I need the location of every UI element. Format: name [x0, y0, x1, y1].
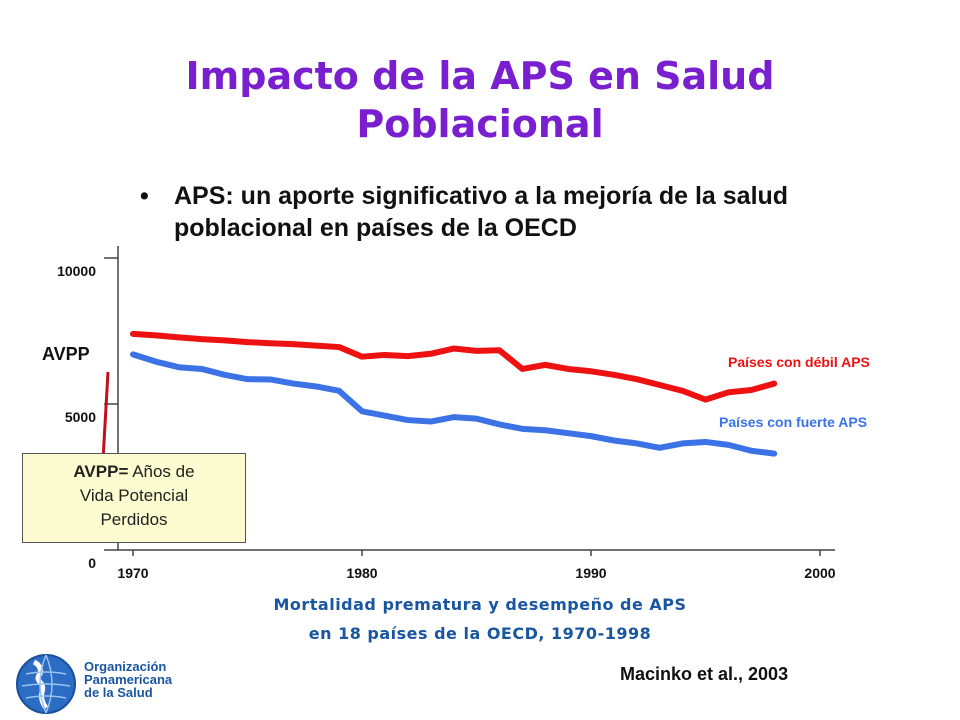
source-citation: Macinko et al., 2003 [620, 664, 789, 684]
organization-name-line-1: Organización [84, 659, 167, 674]
avpp-definition-term: AVPP= [73, 462, 129, 481]
avpp-pointer-line [101, 371, 110, 461]
series-label-1: Países con débil APS [728, 354, 870, 370]
organization-name-line-2: Panamericana [84, 672, 173, 687]
series-line-2 [130, 351, 778, 457]
bullet-text: APS: un aporte significativo a la mejorí… [174, 182, 789, 242]
chart-caption-line-1: Mortalidad prematura y desempeño de APS [273, 595, 687, 614]
slide-title-line-1: Impacto de la APS en Salud [185, 54, 775, 98]
avpp-definition-box: AVPP= Años de Vida Potencial Perdidos [22, 453, 246, 543]
paho-globe-icon [16, 654, 76, 714]
avpp-definition-line-1: Años de [132, 462, 195, 481]
y-tick-label: 5000 [65, 409, 96, 425]
organization-name: Organización Panamericana de la Salud [84, 660, 172, 699]
series-line-1 [130, 330, 778, 403]
avpp-definition-line-2: Vida Potencial [79, 486, 189, 505]
slide-title-line-2: Poblacional [356, 102, 604, 146]
x-tick-label: 1980 [346, 565, 377, 581]
organization-name-line-3: de la Salud [84, 685, 153, 700]
x-tick-label: 1990 [575, 565, 606, 581]
y-tick-label: 10000 [57, 263, 96, 279]
x-tick-label: 1970 [117, 565, 148, 581]
chart-caption-line-2: en 18 países de la OECD, 1970-1998 [308, 624, 652, 643]
x-tick-label: 2000 [804, 565, 835, 581]
series-label-2: Países con fuerte APS [719, 414, 867, 430]
y-axis-label: AVPP [42, 344, 90, 364]
avpp-definition-line-3: Perdidos [100, 510, 168, 529]
bullet-marker: • [140, 182, 149, 210]
y-tick-label: 0 [88, 555, 96, 571]
slide-title: Impacto de la APS en Salud Poblacional [0, 52, 960, 148]
